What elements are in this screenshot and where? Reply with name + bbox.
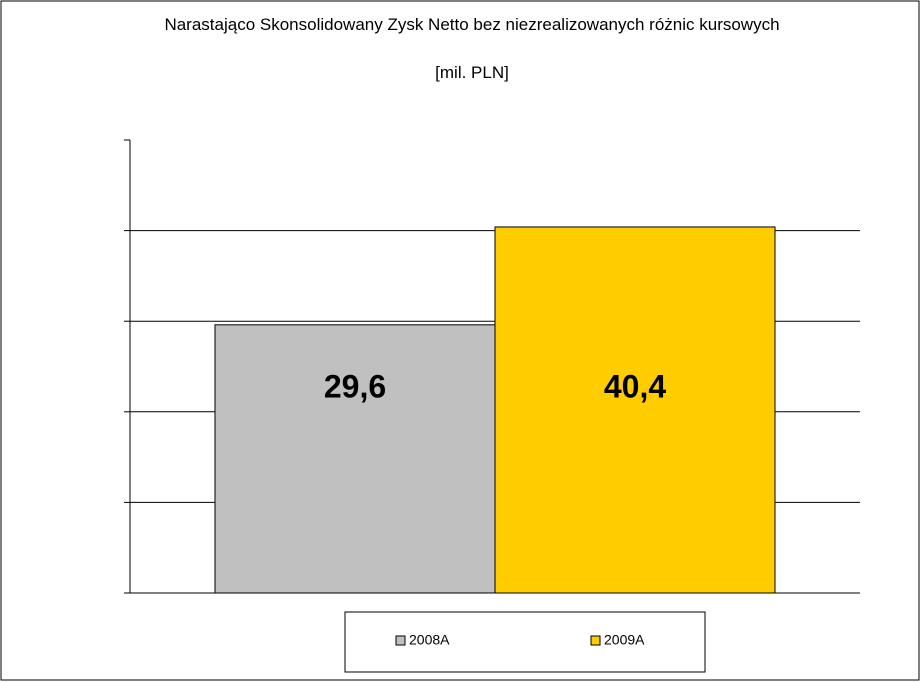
data-label: 29,6 [324,368,386,404]
legend-swatch [395,635,406,646]
bar [214,324,496,594]
chart-subtitle: [mil. PLN] [435,63,509,82]
chart-title: Narastająco Skonsolidowany Zysk Netto be… [164,15,780,34]
legend-label: 2008A [409,632,450,648]
legend-label: 2009A [604,632,645,648]
data-label: 40,4 [604,368,666,404]
bar [494,226,776,594]
legend-swatch [590,635,601,646]
